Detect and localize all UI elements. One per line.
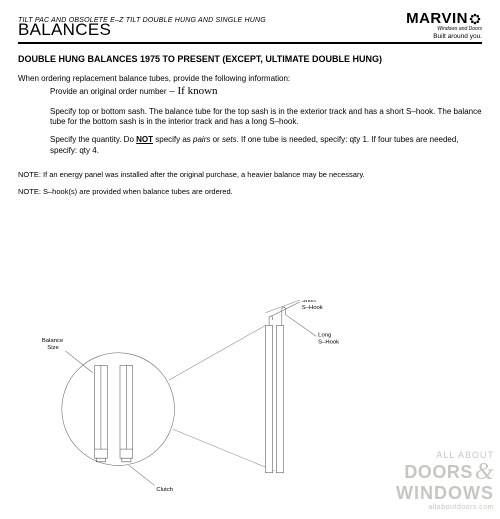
brand-tagline: Built around you. [406, 33, 482, 40]
p1-text: Provide an original order number [50, 87, 167, 96]
brand-block: MARVIN Windows and Doors Built around yo… [406, 10, 482, 40]
balance-diagram: BalanceSize Clutch ShortS–Hook LongS–Hoo… [0, 300, 455, 500]
p3-text: Specify the quantity. Do NOT specify as … [50, 135, 482, 156]
wm-amp: & [475, 460, 494, 484]
wm-url: allaboutdoors.com [396, 504, 494, 511]
p2-text: Specify top or bottom sash. The balance … [50, 107, 482, 128]
wm-doors: DOORS [404, 463, 473, 481]
brand-name: MARVIN [406, 10, 468, 27]
label-clutch: Clutch [156, 487, 173, 493]
brand-flower-icon [468, 12, 482, 26]
watermark: ALL ABOUT DOORS & WINDOWS allaboutdoors.… [396, 451, 494, 511]
intro-text: When ordering replacement balance tubes,… [18, 74, 482, 84]
p1-known: – If known [167, 85, 218, 97]
label-short-hook: ShortS–Hook [302, 300, 323, 311]
label-long-hook: LongS–Hook [318, 332, 339, 345]
divider [18, 42, 482, 44]
note-1: NOTE: If an energy panel was installed a… [18, 170, 482, 179]
wm-windows: WINDOWS [396, 484, 494, 502]
note-2: NOTE: S–hook(s) are provided when balanc… [18, 187, 482, 196]
section-subtitle: DOUBLE HUNG BALANCES 1975 TO PRESENT (EX… [18, 54, 482, 64]
label-balance-size: BalanceSize [42, 338, 64, 351]
